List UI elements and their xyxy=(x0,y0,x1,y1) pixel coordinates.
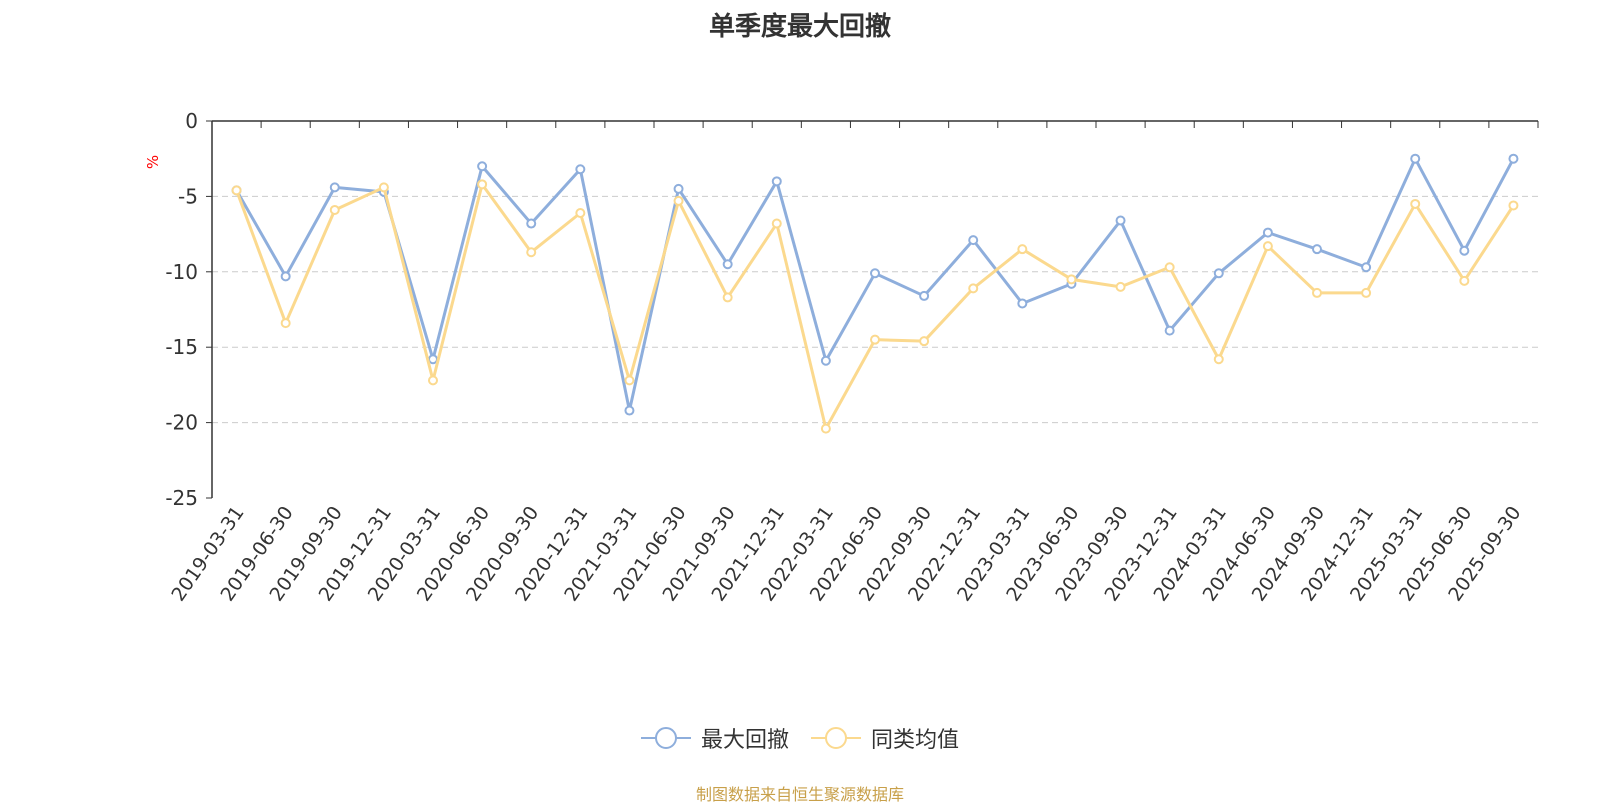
data-point-series-1 xyxy=(280,318,291,329)
data-point-series-0 xyxy=(526,218,537,229)
data-point-series-1 xyxy=(477,179,488,190)
data-point-series-1 xyxy=(378,182,389,193)
chart-title: 单季度最大回撤 xyxy=(708,12,891,42)
data-point-series-1 xyxy=(919,336,930,347)
data-point-series-0 xyxy=(870,268,880,279)
data-point-series-0 xyxy=(820,355,831,366)
data-point-series-0 xyxy=(428,354,438,365)
data-point-series-1 xyxy=(624,375,635,386)
data-point-series-0 xyxy=(1508,153,1519,164)
data-point-series-1 xyxy=(722,292,733,303)
data-point-series-0 xyxy=(919,290,930,301)
data-point-series-1 xyxy=(1115,281,1126,292)
data-point-series-0 xyxy=(771,176,782,187)
data-point-series-1 xyxy=(526,247,537,258)
legend-marker-peer-average-icon xyxy=(811,727,861,749)
data-point-series-0 xyxy=(1164,325,1175,336)
data-point-series-1 xyxy=(771,218,782,229)
data-point-series-1 xyxy=(1262,241,1273,252)
data-point-series-0 xyxy=(1115,215,1126,226)
data-point-series-1 xyxy=(1066,274,1077,285)
data-point-series-0 xyxy=(1459,245,1470,256)
y-tick-label: -10 xyxy=(165,260,198,284)
data-point-series-0 xyxy=(624,405,635,416)
data-point-series-0 xyxy=(1361,262,1372,273)
data-point-series-1 xyxy=(1508,200,1519,211)
data-point-series-1 xyxy=(1410,198,1421,209)
y-tick-label: 0 xyxy=(185,109,198,133)
data-point-series-1 xyxy=(1164,262,1175,273)
data-point-series-0 xyxy=(1213,268,1224,279)
data-point-series-0 xyxy=(722,259,733,270)
data-point-series-0 xyxy=(968,235,979,246)
data-point-series-0 xyxy=(575,164,586,175)
data-point-series-1 xyxy=(1361,287,1372,298)
series-line-1 xyxy=(235,182,1515,431)
y-tick-label: -20 xyxy=(165,411,198,435)
data-point-series-1 xyxy=(231,185,242,196)
data-point-series-1 xyxy=(575,207,586,218)
data-point-series-0 xyxy=(477,161,488,172)
data-point-series-1 xyxy=(1017,244,1028,255)
data-point-series-0 xyxy=(1410,153,1421,164)
data-point-series-0 xyxy=(1017,298,1028,309)
data-point-series-0 xyxy=(329,182,340,193)
data-point-series-1 xyxy=(329,204,340,215)
legend-item-max-drawdown[interactable]: 最大回撤 xyxy=(640,722,789,754)
data-point-series-1 xyxy=(428,375,438,386)
data-point-series-0 xyxy=(280,271,291,282)
legend-item-peer-average[interactable]: 同类均值 xyxy=(811,722,959,754)
y-tick-label: -5 xyxy=(178,184,198,208)
data-point-series-0 xyxy=(1262,227,1273,238)
data-point-series-1 xyxy=(1312,287,1322,298)
data-point-series-1 xyxy=(870,334,880,345)
legend: 最大回撤 同类均值 xyxy=(0,722,1600,754)
y-tick-label: -25 xyxy=(165,486,198,510)
legend-marker-max-drawdown-icon xyxy=(640,727,691,749)
data-point-series-1 xyxy=(673,195,684,206)
legend-label-max-drawdown: 最大回撤 xyxy=(700,728,789,753)
data-point-series-1 xyxy=(968,283,979,294)
y-tick-label: -15 xyxy=(165,335,198,359)
data-point-series-1 xyxy=(820,423,831,434)
legend-label-peer-average: 同类均值 xyxy=(871,728,960,753)
data-point-series-0 xyxy=(1312,244,1322,255)
source-note: 制图数据来自恒生聚源数据库 xyxy=(695,785,904,804)
data-point-series-1 xyxy=(1459,275,1470,286)
data-point-series-1 xyxy=(1213,354,1224,365)
data-point-series-0 xyxy=(673,183,684,194)
y-axis-label: % xyxy=(144,155,162,169)
